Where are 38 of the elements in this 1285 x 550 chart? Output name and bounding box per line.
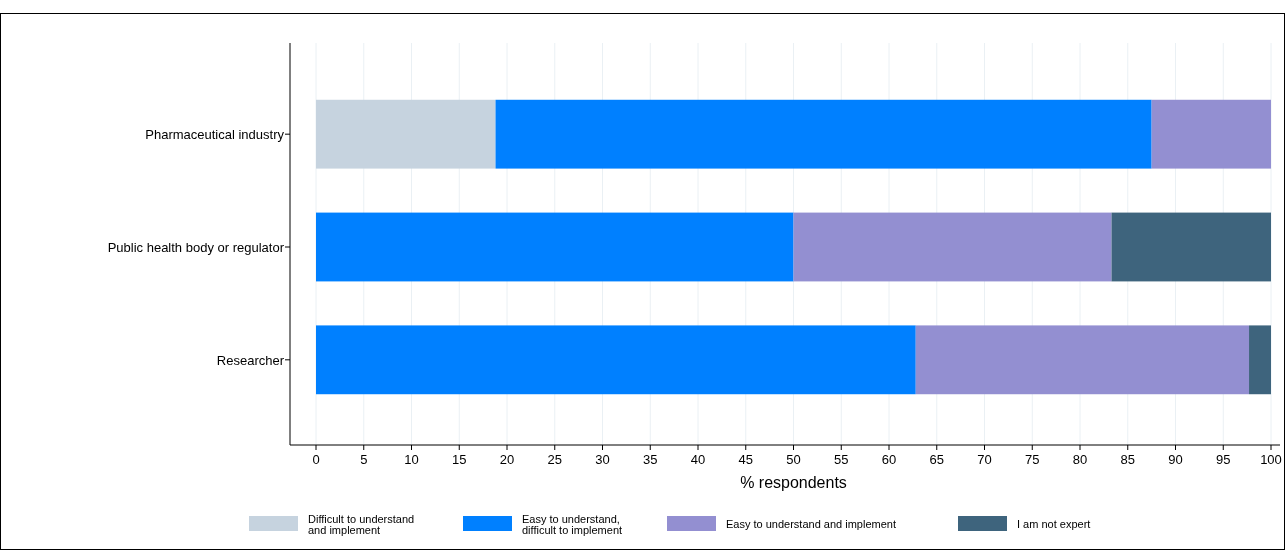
bar — [316, 99, 496, 169]
x-tick-label: 85 — [1120, 452, 1135, 467]
y-tick-label: Researcher — [216, 352, 285, 368]
bar — [316, 325, 916, 395]
bar — [1111, 212, 1272, 282]
x-tick-label: 70 — [977, 452, 992, 467]
x-tick-label: 40 — [690, 452, 706, 467]
x-tick-label: 5 — [360, 452, 368, 467]
x-tick-label: 80 — [1072, 452, 1088, 467]
x-axis-title: % respondents — [740, 474, 847, 491]
x-tick-label: 50 — [786, 452, 801, 467]
bar — [1249, 325, 1271, 395]
bar — [793, 212, 1112, 282]
x-tick-label: 75 — [1025, 452, 1040, 467]
legend-label: Difficult to understand and implement — [308, 512, 415, 536]
x-tick-label: 65 — [929, 452, 944, 467]
x-tick-label: 20 — [499, 452, 515, 467]
x-tick-label: 55 — [834, 452, 849, 467]
x-tick-label: 25 — [547, 452, 562, 467]
x-tick-label: 30 — [595, 452, 610, 467]
y-tick-label: Pharmaceutical industry — [145, 127, 285, 143]
bar — [495, 99, 1152, 169]
legend-label: Easy to understand and implement — [726, 518, 896, 530]
x-tick-label: 95 — [1216, 452, 1231, 467]
x-tick-label: 100 — [1260, 452, 1282, 467]
bar — [316, 212, 794, 282]
legend-label: Easy to understand, difficult to implement — [522, 512, 623, 536]
legend-label: I am not expert — [1017, 518, 1091, 530]
y-tick-label: Public health body or regulator — [107, 240, 285, 255]
x-tick-label: 0 — [312, 452, 320, 467]
x-tick-label: 10 — [404, 452, 419, 467]
x-tick-label: 45 — [738, 452, 753, 467]
bar — [915, 325, 1250, 395]
x-tick-label: 90 — [1168, 452, 1183, 467]
bar — [1151, 99, 1271, 169]
x-tick-label: 60 — [881, 452, 897, 467]
x-tick-label: 35 — [643, 452, 658, 467]
x-tick-label: 15 — [452, 452, 467, 467]
